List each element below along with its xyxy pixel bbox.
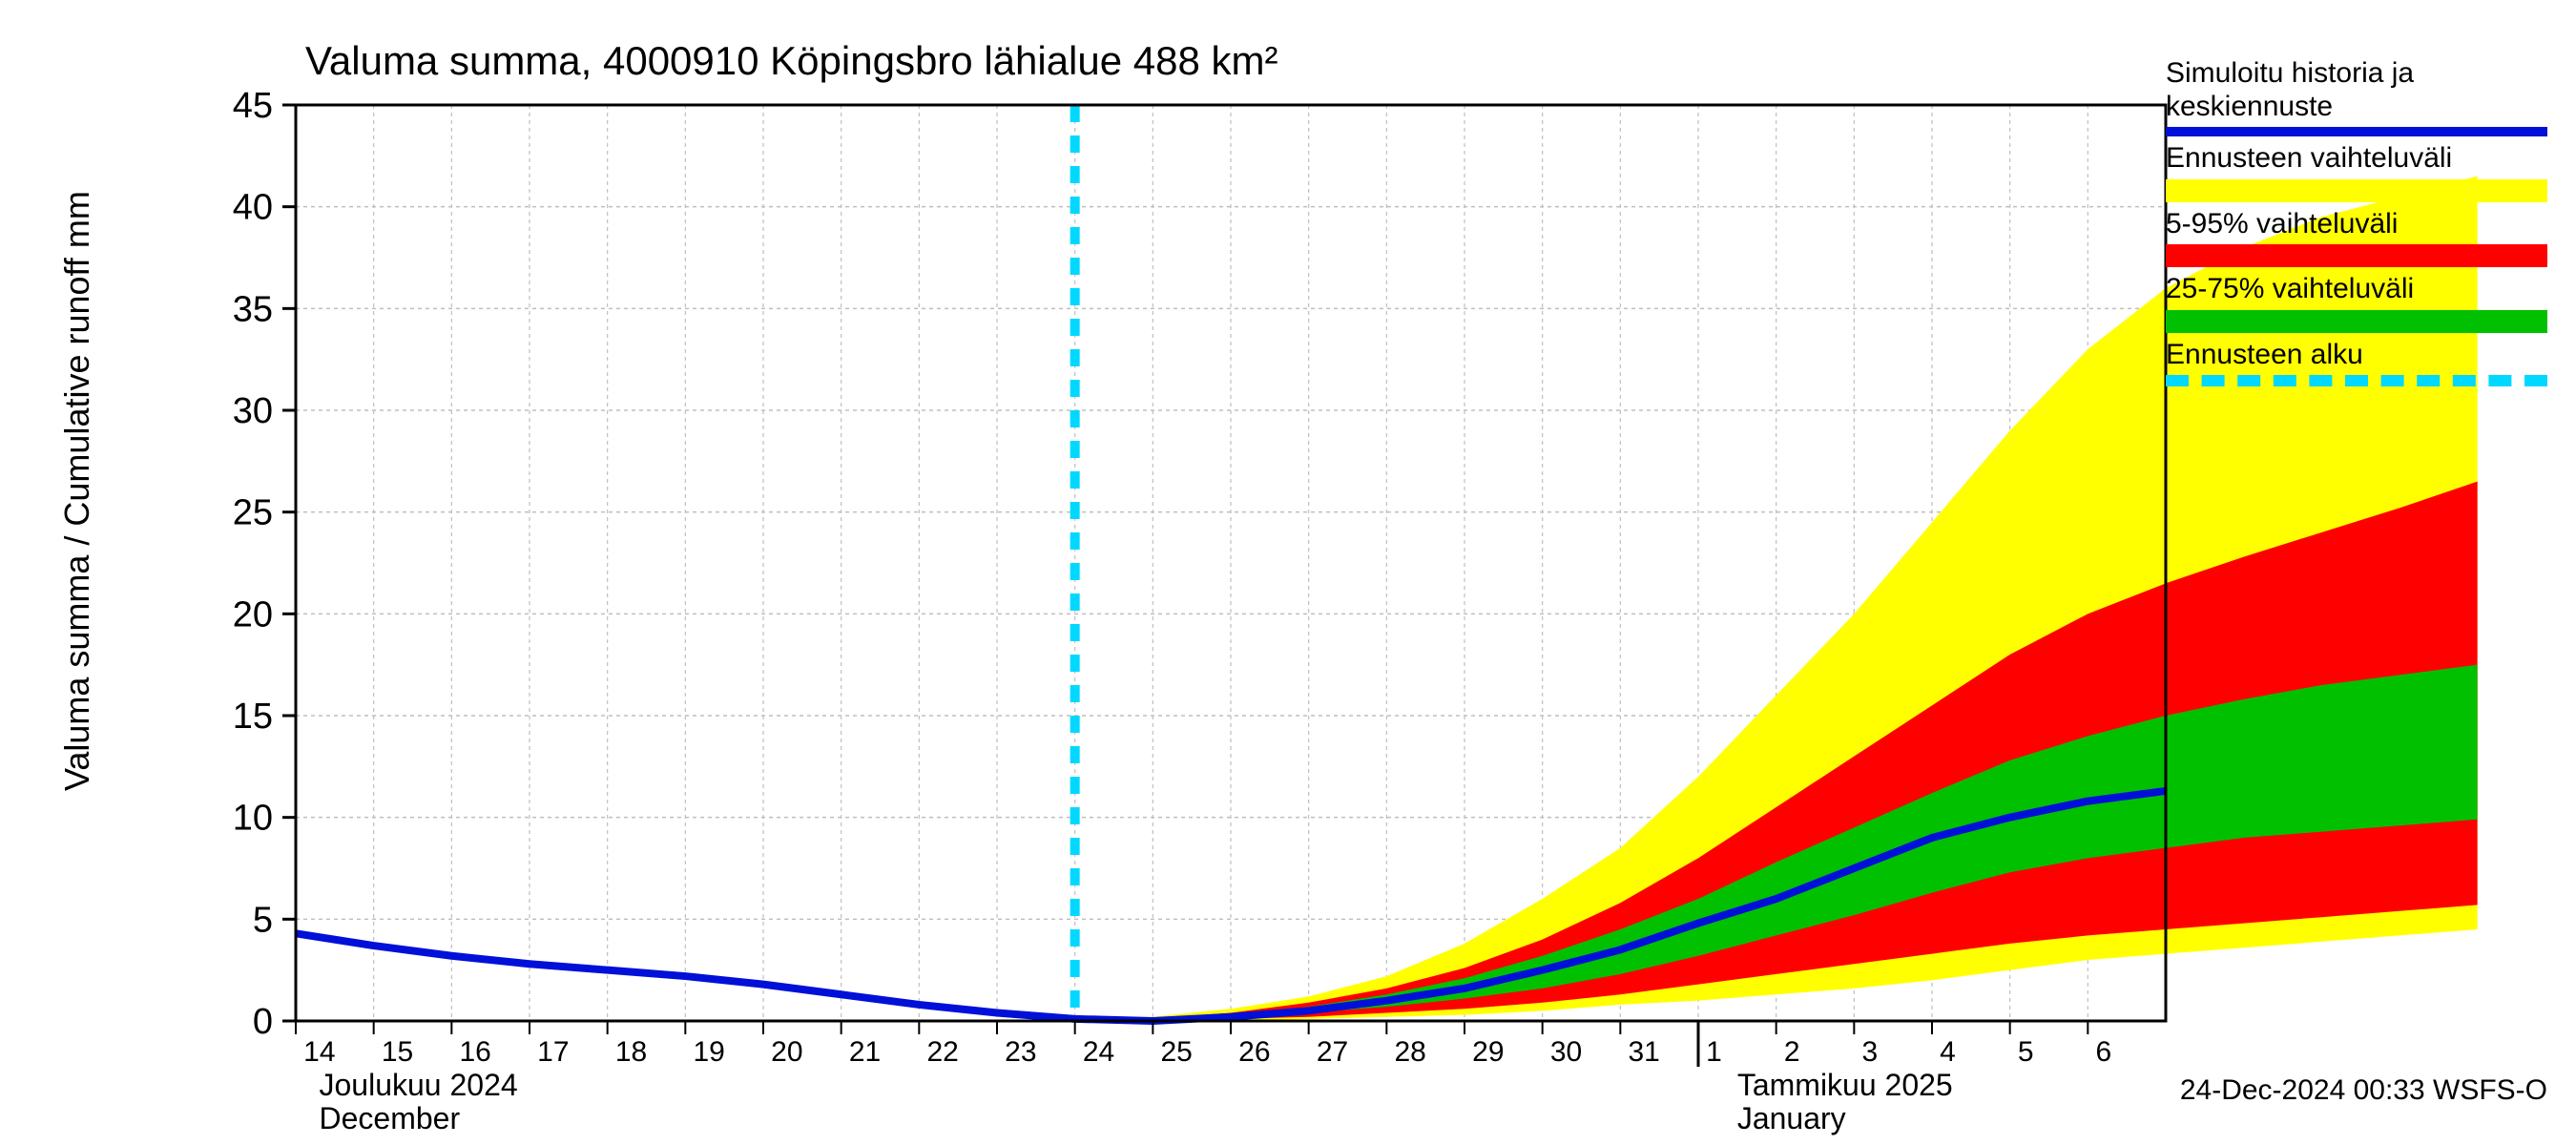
month-text: January (1737, 1101, 1846, 1135)
month-label-december: Joulukuu 2024 December (320, 1069, 518, 1135)
svg-text:35: 35 (233, 289, 273, 329)
svg-text:20: 20 (233, 594, 273, 635)
svg-text:2: 2 (1784, 1036, 1800, 1068)
legend-text: Ennusteen alku (2166, 339, 2547, 372)
svg-text:5: 5 (2018, 1036, 2034, 1068)
y-axis-label: Valuma summa / Cumulative runoff mm (57, 191, 97, 791)
legend-text: 5-95% vaihteluväli (2166, 208, 2547, 241)
svg-text:15: 15 (382, 1036, 413, 1068)
legend-text: keskiennuste (2166, 91, 2333, 122)
svg-text:5: 5 (253, 900, 273, 940)
svg-text:19: 19 (694, 1036, 725, 1068)
svg-text:23: 23 (1005, 1036, 1036, 1068)
svg-text:26: 26 (1238, 1036, 1270, 1068)
svg-text:6: 6 (2096, 1036, 2112, 1068)
legend-item-5-95: 5-95% vaihteluväli (2166, 208, 2547, 268)
svg-text:0: 0 (253, 1002, 273, 1042)
svg-text:25: 25 (233, 493, 273, 533)
legend-item-25-75: 25-75% vaihteluväli (2166, 273, 2547, 333)
svg-text:40: 40 (233, 188, 273, 228)
svg-text:16: 16 (460, 1036, 491, 1068)
svg-text:21: 21 (849, 1036, 881, 1068)
svg-text:27: 27 (1317, 1036, 1348, 1068)
legend-swatch-line (2166, 127, 2547, 136)
legend-swatch-dashed (2166, 375, 2547, 386)
legend-text: Ennusteen vaihteluväli (2166, 142, 2547, 176)
svg-text:15: 15 (233, 697, 273, 737)
svg-text:45: 45 (233, 86, 273, 126)
legend-swatch-band (2166, 310, 2547, 333)
svg-text:25: 25 (1161, 1036, 1193, 1068)
legend-swatch-band (2166, 179, 2547, 202)
chart-title: Valuma summa, 4000910 Köpingsbro lähialu… (305, 38, 1278, 84)
svg-text:14: 14 (303, 1036, 335, 1068)
legend-text: Simuloitu historia ja (2166, 57, 2414, 89)
legend-text: 25-75% vaihteluväli (2166, 273, 2547, 306)
svg-text:22: 22 (927, 1036, 959, 1068)
legend-label: Simuloitu historia ja keskiennuste (2166, 57, 2547, 123)
month-text: Joulukuu 2024 (320, 1068, 518, 1102)
svg-text:31: 31 (1629, 1036, 1660, 1068)
svg-text:24: 24 (1083, 1036, 1114, 1068)
svg-text:17: 17 (537, 1036, 569, 1068)
svg-text:18: 18 (615, 1036, 647, 1068)
svg-text:29: 29 (1472, 1036, 1504, 1068)
svg-text:30: 30 (233, 391, 273, 431)
month-label-january: Tammikuu 2025 January (1737, 1069, 1953, 1135)
svg-text:1: 1 (1706, 1036, 1722, 1068)
legend-item-forecast-start: Ennusteen alku (2166, 339, 2547, 387)
legend: Simuloitu historia ja keskiennuste Ennus… (2166, 57, 2547, 392)
svg-text:28: 28 (1395, 1036, 1426, 1068)
svg-text:20: 20 (771, 1036, 802, 1068)
svg-text:30: 30 (1550, 1036, 1582, 1068)
svg-text:4: 4 (1940, 1036, 1956, 1068)
legend-swatch-band (2166, 244, 2547, 267)
month-text: December (320, 1101, 461, 1135)
svg-text:3: 3 (1862, 1036, 1879, 1068)
legend-item-full-range: Ennusteen vaihteluväli (2166, 142, 2547, 202)
svg-text:10: 10 (233, 799, 273, 839)
legend-item-history: Simuloitu historia ja keskiennuste (2166, 57, 2547, 136)
month-text: Tammikuu 2025 (1737, 1068, 1953, 1102)
footer-timestamp: 24-Dec-2024 00:33 WSFS-O (2180, 1074, 2547, 1107)
chart-container: Valuma summa / Cumulative runoff mm Valu… (0, 0, 2576, 1145)
